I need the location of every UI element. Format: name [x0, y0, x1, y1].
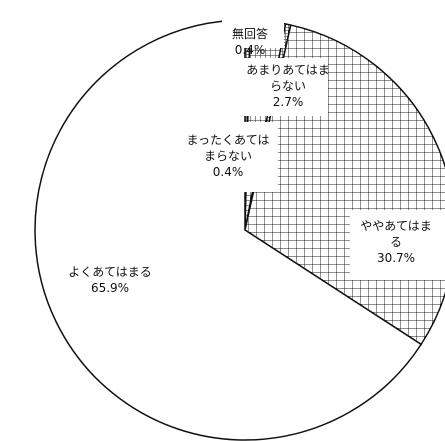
slice-percent-label-2: 2.7% — [273, 95, 304, 109]
slice-category-label-3: まったくあては — [186, 133, 269, 147]
slice-category-label-3: まらない — [204, 149, 252, 163]
slice-label-background-1 — [222, 18, 284, 48]
slice-category-label-4: ややあてはま — [360, 219, 432, 233]
slice-label-background-2 — [232, 58, 328, 116]
slice-category-label-4: る — [390, 235, 402, 249]
slice-category-label-2: あまりあてはま — [246, 63, 330, 77]
slice-category-label-2: らない — [270, 79, 306, 93]
slice-category-label-1: 無回答 — [232, 26, 268, 41]
pie-slice-5 — [34, 19, 423, 441]
slice-label-background-4 — [350, 210, 445, 280]
slice-percent-label-1: 0.4% — [235, 43, 266, 57]
slice-percent-label-5: 65.9% — [91, 281, 129, 295]
slice-label-background-3 — [182, 122, 278, 192]
slice-percent-label-4: 30.7% — [377, 251, 415, 265]
slice-percent-label-3: 0.4% — [213, 165, 244, 179]
slice-category-label-5: よくあてはまる — [68, 265, 152, 279]
